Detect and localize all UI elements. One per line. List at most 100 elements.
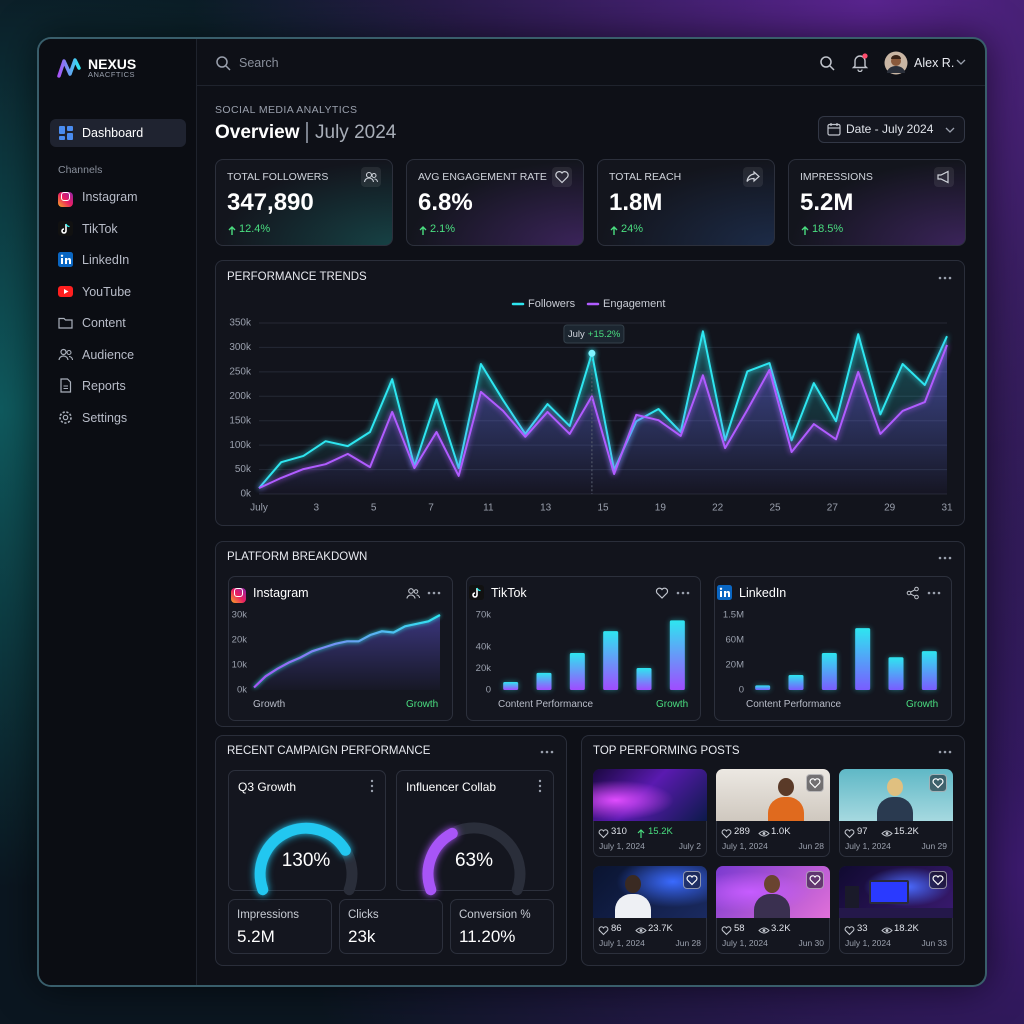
- stat-value: 11.20%: [459, 927, 516, 946]
- post-posted: Jun 33: [921, 938, 947, 948]
- nav-label: Dashboard: [82, 126, 144, 140]
- icon-shape: [885, 929, 889, 932]
- icon-shape: [65, 223, 70, 228]
- icon-shape: [655, 587, 669, 599]
- icon-shape: [720, 591, 722, 597]
- icon-shape: [758, 927, 770, 934]
- post-like-button[interactable]: [683, 871, 701, 889]
- post-views-icon: [635, 923, 647, 934]
- kpi-label: AVG ENGAGEMENT RATE: [418, 171, 547, 183]
- icon-shape: [61, 224, 67, 234]
- post-date: July 1, 2024: [845, 841, 891, 851]
- icon-shape: [62, 414, 69, 421]
- icon-shape: [768, 797, 804, 821]
- stat-card: [339, 899, 443, 954]
- platform-trend: Growth: [406, 699, 439, 710]
- kpi-arrow: [418, 223, 428, 235]
- header-eyebrow: SOCIAL MEDIA ANALYTICS: [215, 104, 358, 116]
- icon-shape: [58, 252, 73, 267]
- icon-shape: [637, 829, 645, 838]
- icon-shape: [598, 829, 609, 839]
- search-input[interactable]: Search: [239, 56, 279, 70]
- platform-action[interactable]: [406, 586, 420, 600]
- user-avatar[interactable]: [884, 51, 908, 75]
- notifications-button[interactable]: [851, 52, 869, 72]
- stat-card: [228, 899, 332, 954]
- post-like-button[interactable]: [929, 774, 947, 792]
- icon-shape: [829, 65, 835, 71]
- gauge-name: Q3 Growth: [238, 780, 297, 794]
- calendar-icon: [827, 123, 841, 136]
- nav-icon: [58, 410, 73, 425]
- kpi-value: 347,890: [227, 189, 314, 216]
- logo-shape: [57, 58, 81, 78]
- icon-shape: [58, 192, 73, 207]
- icon-shape: [60, 378, 72, 393]
- stat-label: Impressions: [237, 909, 299, 921]
- post-likes: 310: [611, 826, 627, 837]
- kpi-card: [788, 159, 966, 246]
- post-likes: 97: [857, 826, 868, 837]
- platform-name: LinkedIn: [739, 586, 787, 600]
- brand-name: NEXUS: [88, 56, 137, 72]
- header-title: Overview: [215, 122, 300, 143]
- icon-shape: [60, 378, 72, 393]
- icon-shape: [225, 65, 231, 71]
- post-views-icon: [758, 923, 770, 934]
- nav-icon: [58, 315, 73, 330]
- post-like-button[interactable]: [929, 871, 947, 889]
- stat-label: Clicks: [348, 909, 379, 921]
- nav-icon: [58, 221, 73, 236]
- nav-icon: [58, 378, 73, 393]
- icon-shape: [827, 123, 841, 136]
- date-filter[interactable]: [818, 116, 965, 143]
- post-likes: 289: [734, 826, 750, 837]
- platform-icon: [717, 585, 732, 600]
- icon-shape: [228, 226, 236, 235]
- platform-action[interactable]: [655, 586, 669, 600]
- nav-label: Audience: [82, 348, 135, 362]
- icon-shape: [721, 926, 732, 936]
- post-views: 1.0K: [771, 826, 791, 837]
- icon-shape: [58, 286, 73, 297]
- icon-shape: [885, 832, 889, 835]
- post-like-button[interactable]: [806, 774, 824, 792]
- chevron-icon: [945, 127, 955, 133]
- icon-shape: [655, 587, 669, 599]
- post-like-button[interactable]: [806, 871, 824, 889]
- icon-shape: [413, 589, 419, 594]
- platform-caption: Content Performance: [746, 699, 842, 710]
- icon-shape: [758, 927, 770, 934]
- icon-shape: [58, 348, 74, 361]
- icon-shape: [67, 133, 73, 140]
- post-views-icon: [758, 826, 770, 837]
- icon-shape: [61, 192, 70, 201]
- post-views-icon: [881, 826, 893, 837]
- search-button[interactable]: [819, 55, 835, 71]
- post-thumbnail: [593, 769, 707, 821]
- icon-shape: [945, 127, 955, 133]
- icon-shape: [717, 585, 732, 600]
- nav-dashboard[interactable]: [50, 119, 186, 147]
- post-date: July 1, 2024: [599, 841, 645, 851]
- icon-shape: [58, 221, 73, 236]
- user-name[interactable]: Alex R.: [914, 56, 955, 70]
- icon-shape: [61, 258, 63, 264]
- kpi-change: 12.4%: [239, 223, 271, 235]
- platform-action[interactable]: [906, 586, 920, 600]
- icon-shape: [764, 875, 780, 893]
- icon-shape: [881, 830, 893, 837]
- icon-shape: [234, 588, 243, 597]
- icon-shape: [228, 226, 236, 235]
- icon-shape: [476, 587, 481, 592]
- platform-caption: Growth: [253, 699, 286, 710]
- icon-shape: [746, 170, 760, 183]
- icon-shape: [891, 55, 901, 59]
- icon-shape: [721, 829, 732, 839]
- kpi-label: TOTAL FOLLOWERS: [227, 171, 329, 183]
- icon-shape: [363, 177, 375, 183]
- icon-shape: [746, 170, 760, 183]
- post-views: 3.2K: [771, 923, 791, 934]
- kpi-icon: [361, 167, 381, 187]
